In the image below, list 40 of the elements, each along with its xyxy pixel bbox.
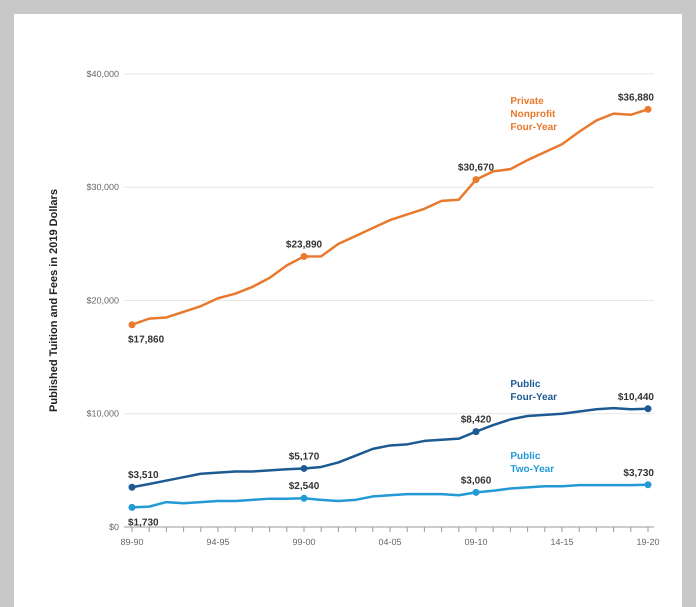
point bbox=[300, 252, 308, 260]
data-label: $23,890 bbox=[286, 239, 323, 250]
x-tick-label: 19-20 bbox=[636, 536, 660, 547]
y-tick-label: $10,000 bbox=[86, 408, 119, 419]
point bbox=[300, 494, 308, 502]
data-label: $36,880 bbox=[618, 92, 654, 104]
series-label: Public Four-Year bbox=[510, 378, 558, 403]
data-label: $3,510 bbox=[128, 470, 160, 482]
y-tick-label: $20,000 bbox=[86, 295, 119, 306]
x-tick-label: 14-15 bbox=[550, 536, 574, 547]
x-tick-label: 94-95 bbox=[206, 536, 230, 547]
data-label: $30,670 bbox=[458, 162, 495, 174]
point bbox=[128, 321, 136, 328]
data-label: $1,730 bbox=[128, 517, 160, 528]
data-label: $10,440 bbox=[618, 392, 654, 403]
data-label: $2,540 bbox=[288, 481, 320, 492]
x-tick-label: 99-00 bbox=[292, 536, 316, 547]
point bbox=[472, 488, 480, 496]
data-label: $3,060 bbox=[460, 475, 492, 486]
point bbox=[128, 484, 136, 491]
data-label: $17,860 bbox=[128, 334, 165, 346]
x-tick-label: 89-90 bbox=[120, 536, 144, 547]
data-label: $5,170 bbox=[288, 451, 320, 462]
data-label: $8,420 bbox=[460, 414, 492, 426]
point bbox=[472, 428, 480, 436]
y-tick-label: $30,000 bbox=[86, 182, 119, 192]
series-label: Private Nonprofit Four-Year bbox=[510, 96, 558, 134]
y-axis-title: Published Tuition and Fees in 2019 Dollars bbox=[48, 189, 60, 412]
point bbox=[644, 481, 652, 488]
x-tick-label: 09-10 bbox=[464, 536, 488, 547]
point bbox=[644, 405, 652, 412]
y-tick-label: $40,000 bbox=[86, 68, 119, 79]
point bbox=[300, 464, 308, 472]
y-tick-label: $0 bbox=[108, 522, 119, 532]
x-tick-label: 04-05 bbox=[378, 536, 402, 547]
point bbox=[644, 106, 652, 113]
point bbox=[472, 176, 480, 184]
series-label: Public Two-Year bbox=[510, 451, 554, 476]
data-label: $3,730 bbox=[623, 468, 654, 479]
point bbox=[128, 504, 136, 511]
